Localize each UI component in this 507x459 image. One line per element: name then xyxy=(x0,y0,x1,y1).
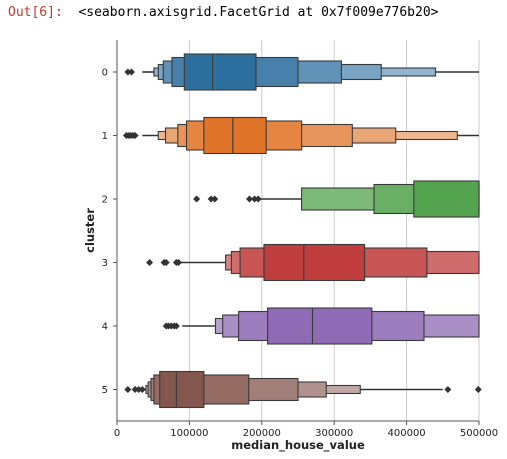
boxen-box xyxy=(267,307,373,345)
y-tick-label: 1 xyxy=(102,131,108,142)
boxen-box xyxy=(413,180,480,218)
boxen-group xyxy=(124,53,479,91)
gridlines xyxy=(116,40,480,421)
y-tick-label: 0 xyxy=(102,68,108,79)
boxen-series xyxy=(122,53,482,409)
outlier-marker xyxy=(211,195,219,203)
y-tick-label: 2 xyxy=(102,195,108,206)
boxen-group xyxy=(146,243,480,282)
outlier-marker xyxy=(245,195,253,203)
outlier-marker xyxy=(146,259,154,266)
outlier-marker xyxy=(444,386,452,393)
x-tick-label: 300000 xyxy=(315,428,353,439)
y-axis-label: cluster xyxy=(83,208,97,253)
outlier-marker xyxy=(124,68,132,76)
outlier-marker xyxy=(474,386,482,393)
x-tick-label: 500000 xyxy=(460,428,498,439)
y-tick-label: 5 xyxy=(102,385,108,396)
output-text: <seaborn.axisgrid.FacetGrid at 0x7f009e7… xyxy=(78,5,439,20)
outlier-marker xyxy=(162,259,170,266)
y-tick-label: 4 xyxy=(102,322,108,333)
outlier-marker xyxy=(175,259,183,266)
outlier-marker xyxy=(135,386,143,393)
x-tick-label: 200000 xyxy=(243,428,281,439)
x-tick-label: 100000 xyxy=(170,428,208,439)
boxen-box xyxy=(159,370,205,409)
boxen-group xyxy=(124,370,482,409)
outlier-marker xyxy=(207,195,215,203)
outlier-marker xyxy=(172,322,180,330)
outlier-marker xyxy=(124,386,132,393)
outlier-marker xyxy=(138,386,146,393)
x-axis-label: median_house_value xyxy=(231,438,365,453)
outlier-marker xyxy=(131,386,139,393)
outlier-marker xyxy=(254,195,262,203)
x-tick-label: 400000 xyxy=(388,428,426,439)
outlier-marker xyxy=(131,132,139,139)
output-line: Out[6]: <seaborn.axisgrid.FacetGrid at 0… xyxy=(8,5,438,20)
boxen-box xyxy=(263,243,366,282)
axis-labels: 0 100000 200000 300000 400000 500000 0 1 2 3 4 5 med… xyxy=(83,68,498,454)
outlier-marker xyxy=(251,195,259,203)
boxen-box xyxy=(183,53,257,91)
x-tick-label: 0 xyxy=(114,428,120,439)
outlier-marker xyxy=(193,195,201,203)
axes xyxy=(113,40,480,425)
y-tick-label: 3 xyxy=(102,258,108,269)
boxen-group xyxy=(122,116,479,155)
boxen-group xyxy=(193,180,480,218)
outlier-marker xyxy=(127,68,135,76)
output-prompt: Out[6]: xyxy=(8,5,63,20)
boxen-box xyxy=(203,116,267,155)
boxen-group xyxy=(162,307,480,345)
